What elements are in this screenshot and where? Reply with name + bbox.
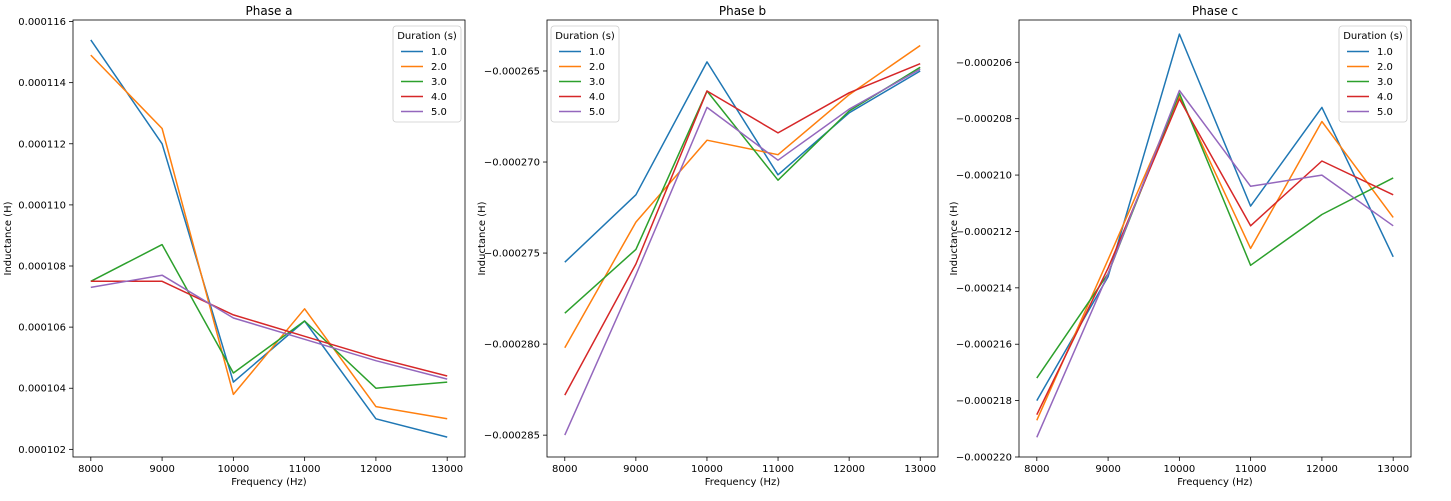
x-axis-label: Frequency (Hz) (231, 477, 307, 488)
y-tick-label: −0.000216 (956, 340, 1012, 351)
x-tick-label: 12000 (1306, 464, 1338, 475)
y-axis-label: Inductance (H) (3, 201, 14, 275)
legend-entry: 3.0 (589, 77, 605, 88)
series-line-3.0 (90, 243, 448, 389)
series-line-4.0 (90, 280, 448, 377)
series-line-5.0 (1036, 89, 1394, 438)
subplot-title: Phase a (246, 4, 293, 18)
y-tick-label: −0.000280 (484, 340, 540, 351)
legend-title: Duration (s) (555, 31, 615, 42)
legend-box (1338, 25, 1408, 123)
y-tick-label: −0.000218 (956, 396, 1012, 407)
legend-entry: 5.0 (589, 107, 605, 118)
legend: Duration (s) 1.0 2.0 3.0 4.0 5.0 (1338, 25, 1408, 123)
y-tick-label: 0.000104 (18, 384, 66, 395)
series-line-2.0 (564, 44, 921, 349)
series-line-5.0 (564, 68, 921, 436)
x-tick-label: 13000 (904, 464, 936, 475)
legend-title: Duration (s) (397, 31, 457, 42)
legend-entry: 2.0 (431, 62, 447, 73)
y-tick-label: 0.000116 (18, 17, 66, 28)
series-line-4.0 (564, 63, 921, 396)
x-tick-label: 9000 (623, 464, 648, 475)
series-line-1.0 (1036, 33, 1394, 401)
x-tick-label: 11000 (1235, 464, 1267, 475)
y-axis-label: Inductance (H) (477, 201, 488, 275)
legend-entry: 4.0 (431, 92, 447, 103)
series-line-2.0 (1036, 95, 1394, 421)
plot-frame (546, 19, 939, 458)
series-line-4.0 (1036, 98, 1394, 416)
legend-entry: 2.0 (589, 62, 605, 73)
y-tick-label: −0.000210 (956, 171, 1012, 182)
x-axis-label: Frequency (Hz) (1177, 477, 1253, 488)
legend-entry: 2.0 (1377, 62, 1393, 73)
x-tick-label: 10000 (691, 464, 723, 475)
subplot-2: Phase b 8000 9000 10000 11000 12000 13000 −0.00… (477, 4, 939, 488)
subplot-1: Phase a 8000 9000 10000 11000 12000 13000 0.000… (3, 4, 466, 488)
x-tick-label: 11000 (762, 464, 794, 475)
y-tick-label: −0.000285 (484, 431, 540, 442)
y-tick-label: 0.000108 (18, 262, 66, 273)
y-tick-label: −0.000212 (956, 227, 1012, 238)
y-tick-label: 0.000112 (18, 139, 66, 150)
legend-entry: 4.0 (589, 92, 605, 103)
legend-entry: 1.0 (431, 47, 447, 58)
legend-entry: 5.0 (431, 107, 447, 118)
subplot-title: Phase b (719, 4, 766, 18)
y-tick-label: −0.000208 (956, 114, 1012, 125)
x-tick-label: 11000 (289, 464, 321, 475)
y-tick-label: −0.000206 (956, 58, 1012, 69)
legend-entry: 1.0 (1377, 47, 1393, 58)
legend-box (550, 25, 620, 123)
x-tick-label: 8000 (1024, 464, 1049, 475)
x-tick-label: 9000 (149, 464, 174, 475)
x-tick-label: 10000 (1163, 464, 1195, 475)
legend-box (392, 25, 462, 123)
y-tick-label: −0.000275 (484, 249, 540, 260)
y-tick-label: −0.000270 (484, 158, 540, 169)
plot-frame (1018, 19, 1412, 458)
x-tick-label: 9000 (1095, 464, 1120, 475)
y-axis-label: Inductance (H) (949, 201, 960, 275)
subplot-title: Phase c (1192, 4, 1238, 18)
legend-title: Duration (s) (1343, 31, 1403, 42)
x-tick-label: 13000 (431, 464, 463, 475)
legend-entry: 3.0 (431, 77, 447, 88)
legend-entry: 4.0 (1377, 92, 1393, 103)
series-line-5.0 (90, 274, 448, 380)
y-tick-label: 0.000114 (18, 78, 66, 89)
y-tick-label: −0.000220 (956, 453, 1012, 464)
series-line-2.0 (90, 54, 448, 420)
y-tick-label: −0.000214 (956, 283, 1012, 294)
legend-entry: 1.0 (589, 47, 605, 58)
legend-entry: 3.0 (1377, 77, 1393, 88)
x-axis-label: Frequency (Hz) (705, 477, 781, 488)
series-line-1.0 (564, 61, 921, 263)
x-tick-label: 8000 (78, 464, 103, 475)
x-tick-label: 13000 (1377, 464, 1409, 475)
x-tick-label: 12000 (833, 464, 865, 475)
plot-frame (72, 19, 466, 458)
x-tick-label: 12000 (360, 464, 392, 475)
y-tick-label: −0.000265 (484, 66, 540, 77)
subplot-3: Phase c 8000 9000 10000 11000 12000 13000 −0.00… (949, 4, 1412, 488)
x-tick-label: 8000 (552, 464, 577, 475)
series-line-3.0 (564, 66, 921, 314)
legend: Duration (s) 1.0 2.0 3.0 4.0 5.0 (550, 25, 620, 123)
legend-entry: 5.0 (1377, 107, 1393, 118)
legend: Duration (s) 1.0 2.0 3.0 4.0 5.0 (392, 25, 462, 123)
x-tick-label: 10000 (217, 464, 249, 475)
series-line-3.0 (1036, 92, 1394, 379)
y-tick-label: 0.000110 (18, 200, 66, 211)
y-tick-label: 0.000106 (18, 323, 66, 334)
y-tick-label: 0.000102 (18, 445, 66, 456)
